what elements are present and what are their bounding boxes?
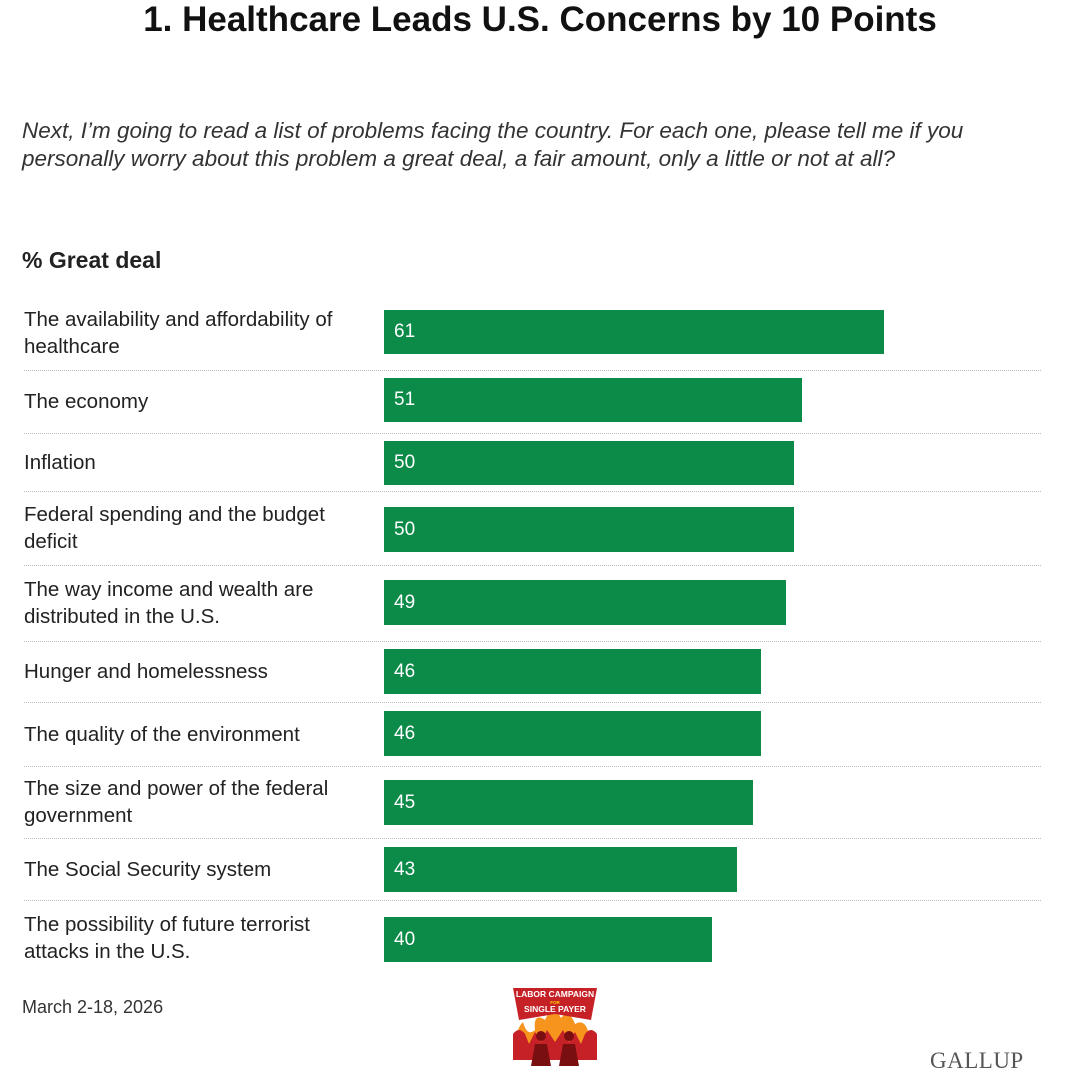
category-label: Federal spending and the budget deficit [24,503,325,553]
row-separator [24,702,1041,703]
logo-line-1: LABOR CAMPAIGN [516,989,594,999]
row-separator [24,491,1041,492]
row-separator [24,900,1041,901]
bar: 40 [384,917,712,962]
bar-value-label: 49 [394,591,416,613]
survey-date: March 2-18, 2026 [22,997,164,1017]
bar-value-label: 61 [394,321,416,342]
category-label: The size and power of the federal govern… [24,777,329,827]
bar-value-label: 46 [394,660,416,682]
bar: 50 [384,507,794,552]
category-label: The Social Security system [24,857,272,881]
bar-value-label: 45 [394,791,416,813]
category-label: Inflation [24,450,96,474]
bar: 46 [384,711,762,756]
row-separator [24,370,1041,371]
metric-label: % Great deal [22,247,162,273]
category-label: The availability and affordability of he… [24,308,333,358]
bar: 43 [384,847,737,892]
survey-question: Next, I’m going to read a list of proble… [22,118,964,171]
bar-value-label: 50 [394,452,416,473]
bar: 45 [384,780,753,825]
category-label: The quality of the environment [24,722,300,746]
row-separator [24,565,1041,566]
row-separator [24,641,1041,642]
gallup-logo: GALLUP [930,1048,1024,1073]
bar: 46 [384,649,762,694]
bar: 51 [384,378,803,422]
category-label: The economy [24,390,149,413]
row-separator [24,838,1041,839]
logo-line-3: SINGLE PAYER [524,1004,586,1014]
bar-value-label: 43 [394,858,416,880]
bar: 50 [384,441,794,485]
bar-value-label: 51 [394,389,416,410]
bar: 49 [384,580,786,625]
logo-line-2: FOR [550,1000,560,1005]
row-separator [24,766,1041,767]
category-label: The possibility of future terrorist atta… [24,913,310,963]
category-label: The way income and wealth are distribute… [24,578,314,628]
row-separator [24,433,1041,434]
labor-campaign-logo-icon: LABOR CAMPAIGN FOR SINGLE PAYER [513,988,597,1066]
bar-value-label: 50 [394,518,416,540]
bar-value-label: 40 [394,928,416,950]
category-label: Hunger and homelessness [24,660,268,683]
bar-value-label: 46 [394,722,416,744]
bar: 61 [384,310,885,354]
chart-title: 1. Healthcare Leads U.S. Concerns by 10 … [143,0,937,39]
